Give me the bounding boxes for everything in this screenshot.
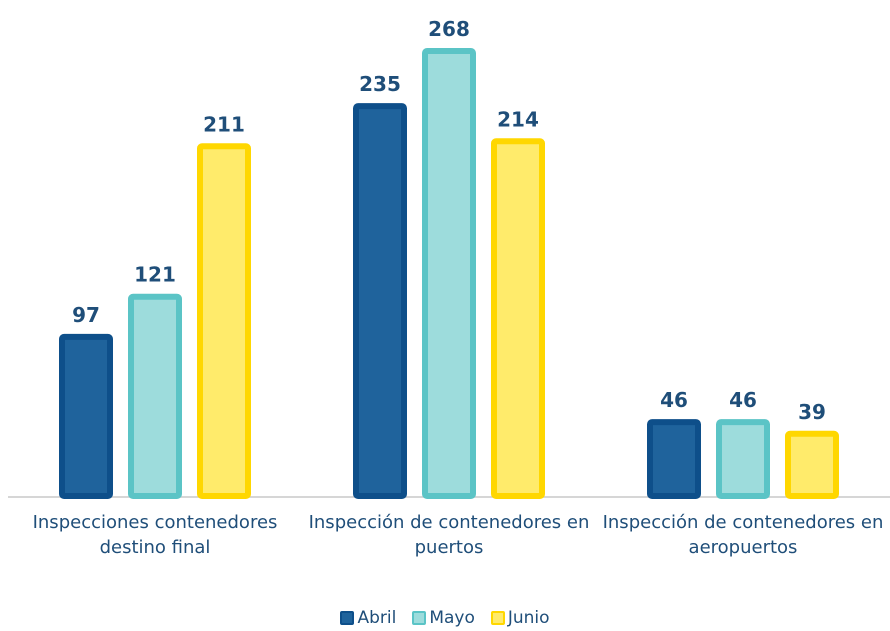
x-tick-label: Inspección de contenedores en puertos (308, 512, 590, 558)
bar (353, 103, 407, 499)
data-label: 235 (359, 72, 401, 96)
data-label: 97 (72, 303, 100, 327)
x-tick-label: Inspección de contenedores en aeropuerto… (602, 512, 884, 558)
bar (491, 138, 545, 500)
bar (422, 48, 476, 499)
legend-label: Mayo (429, 608, 475, 628)
bar (59, 333, 113, 499)
bar (785, 430, 839, 499)
legend-label: Abril (357, 608, 397, 628)
data-label: 121 (134, 263, 176, 287)
legend-item: Junio (490, 608, 550, 628)
data-label: 211 (203, 112, 245, 136)
data-label: 268 (428, 17, 470, 41)
data-label: 46 (729, 388, 757, 412)
bar (197, 143, 251, 500)
legend-item: Abril (340, 608, 396, 628)
legend-label: Junio (507, 608, 550, 628)
x-tick-label: Inspecciones contenedores destino final (32, 512, 278, 558)
data-label: 214 (497, 107, 539, 131)
data-label: 46 (660, 388, 688, 412)
legend-swatch (412, 611, 427, 625)
bar (647, 419, 701, 500)
bar (716, 419, 770, 500)
data-label: 39 (798, 400, 826, 424)
legend-swatch (490, 611, 505, 625)
bar (128, 293, 182, 500)
legend-item: Mayo (412, 608, 475, 628)
legend-swatch (340, 611, 355, 625)
legend: Abril Mayo Junio (0, 608, 890, 628)
